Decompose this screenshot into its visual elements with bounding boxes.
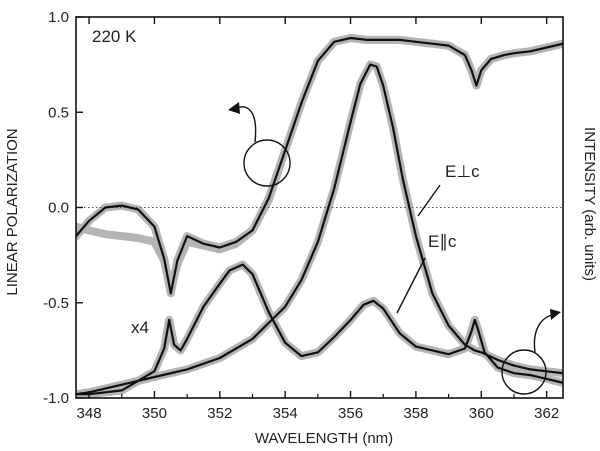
x-tick-label: 352 [207, 405, 232, 422]
par-series-label: E∥c [428, 232, 457, 251]
y-tick-label: 0.0 [48, 200, 69, 217]
left-arrowhead-icon [228, 102, 240, 114]
right-axis-indicator-circle [501, 349, 547, 395]
measured-band-2 [76, 60, 563, 398]
x-tick-label: 356 [338, 405, 363, 422]
x-tick-label: 362 [534, 405, 559, 422]
y-axis-title-right: INTENSITY (arb. units) [581, 127, 598, 281]
x-tick-label: 348 [77, 405, 102, 422]
right-axis-indicator-arrow [533, 314, 553, 353]
y-tick-label: -1.0 [43, 390, 69, 407]
left-axis-indicator-circle [243, 139, 291, 187]
x-tick-label: 360 [469, 405, 494, 422]
x-axis-title: WAVELENGTH (nm) [255, 430, 393, 447]
measured-band-1 [76, 34, 563, 294]
par-label-leader [396, 257, 426, 314]
perp-label-leader [417, 184, 441, 217]
perp-series-label: E⊥c [445, 162, 480, 181]
scale-factor-label: x4 [131, 318, 149, 337]
y-tick-label: 1.0 [48, 9, 69, 26]
x-tick-label: 354 [273, 405, 298, 422]
x-tick-label: 350 [142, 405, 167, 422]
polarization-fit-curve [76, 36, 563, 295]
y-tick-label: -0.5 [43, 295, 69, 312]
par-intensity-curve [76, 263, 563, 396]
right-arrowhead-icon [550, 309, 561, 320]
y-tick-label: 0.5 [48, 104, 69, 121]
measured-band-0 [76, 34, 563, 298]
temperature-label: 220 K [92, 27, 137, 46]
x-tick-label: 358 [403, 405, 428, 422]
y-axis-title-left: LINEAR POLARIZATION [4, 128, 21, 295]
